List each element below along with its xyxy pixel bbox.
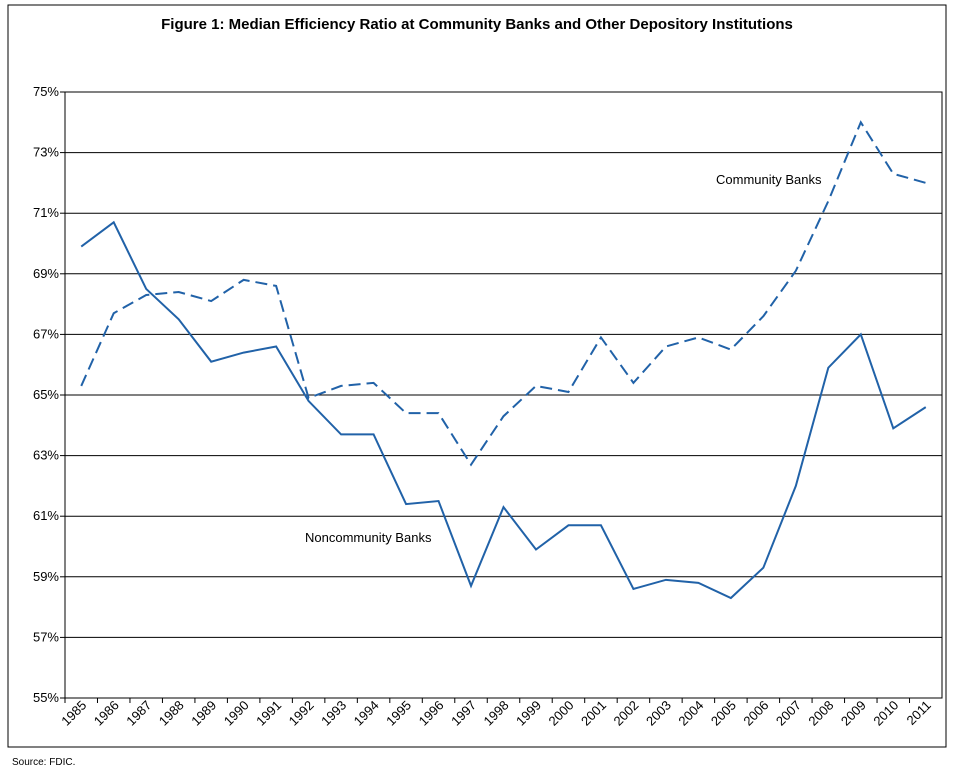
x-tick-label: 1999: [513, 698, 544, 729]
x-tick-label: 2004: [675, 698, 706, 729]
source-note: Source: FDIC.: [12, 757, 75, 768]
x-tick-label: 1995: [383, 698, 414, 729]
series-label: Noncommunity Banks: [305, 530, 432, 545]
x-tick-label: 1990: [221, 698, 252, 729]
x-tick-label: 1993: [318, 698, 349, 729]
x-tick-label: 1985: [58, 698, 89, 729]
y-tick-label: 73%: [33, 145, 59, 160]
y-tick-label: 69%: [33, 266, 59, 281]
y-tick-label: 67%: [33, 326, 59, 341]
x-tick-label: 1987: [123, 698, 154, 729]
x-tick-label: 2001: [578, 698, 609, 729]
x-tick-label: 1994: [351, 698, 382, 729]
series-line: [80, 120, 927, 467]
x-tick-label: 2009: [838, 698, 869, 729]
series-label: Community Banks: [716, 172, 822, 187]
x-tick-label: 1986: [91, 698, 122, 729]
chart-title: Figure 1: Median Efficiency Ratio at Com…: [161, 16, 793, 33]
y-tick-label: 61%: [33, 508, 59, 523]
x-tick-label: 1988: [156, 698, 187, 729]
y-tick-label: 55%: [33, 690, 59, 705]
x-tick-label: 2010: [870, 698, 901, 729]
x-tick-label: 2008: [805, 698, 836, 729]
x-tick-label: 1991: [253, 698, 284, 729]
x-tick-label: 2002: [610, 698, 641, 729]
y-tick-label: 75%: [33, 84, 59, 99]
x-tick-label: 2011: [903, 698, 933, 728]
x-tick-label: 2000: [546, 698, 577, 729]
x-tick-label: 2005: [708, 698, 739, 729]
y-tick-label: 63%: [33, 448, 59, 463]
y-tick-label: 71%: [33, 205, 59, 220]
x-tick-label: 2006: [740, 698, 771, 729]
plot-area: [64, 91, 943, 699]
y-tick-label: 59%: [33, 569, 59, 584]
x-tick-label: 1997: [448, 698, 479, 729]
y-tick-label: 65%: [33, 387, 59, 402]
series-line: [80, 220, 927, 600]
x-tick-label: 1989: [188, 698, 219, 729]
y-tick-label: 57%: [33, 629, 59, 644]
x-tick-label: 1996: [416, 698, 447, 729]
x-tick-label: 2003: [643, 698, 674, 729]
x-tick-label: 1992: [286, 698, 317, 729]
chart-frame: [7, 4, 947, 748]
x-tick-label: 2007: [773, 698, 804, 729]
x-tick-label: 1998: [481, 698, 512, 729]
